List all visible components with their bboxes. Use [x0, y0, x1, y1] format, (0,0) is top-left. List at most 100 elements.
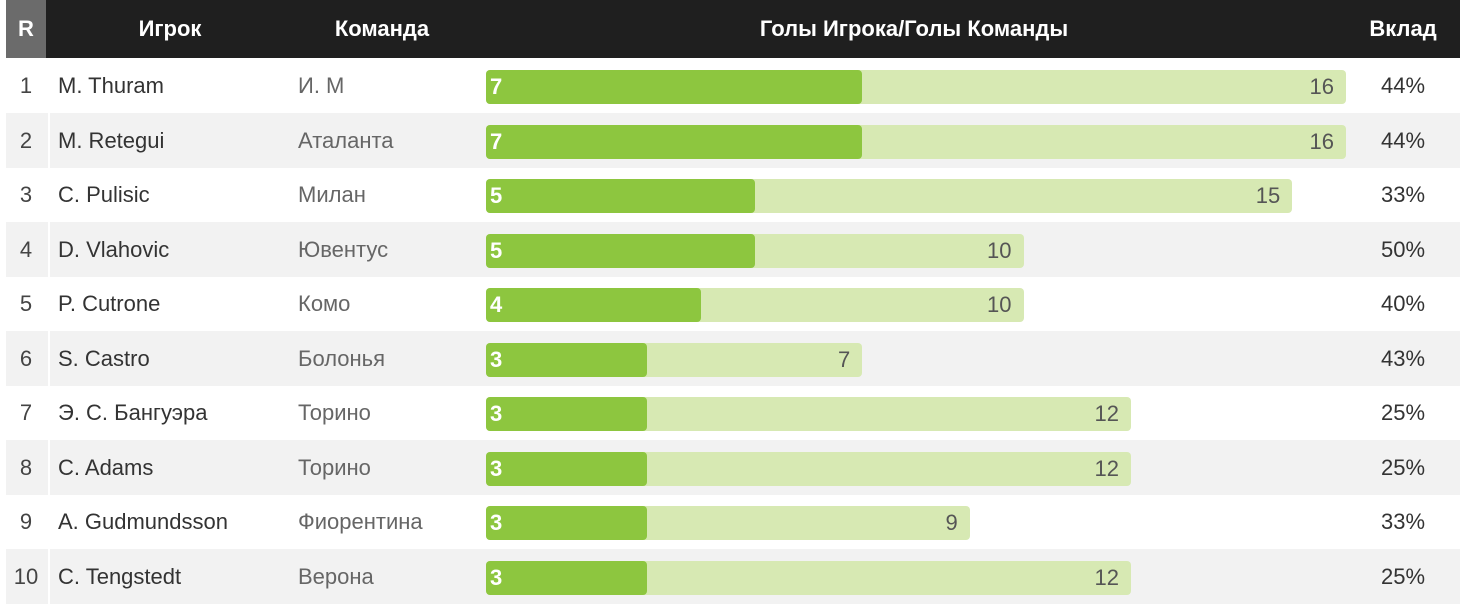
- player-goals-bar: [486, 506, 648, 540]
- player-name-cell[interactable]: M. Retegui: [58, 127, 165, 153]
- team-goals-label: 12: [1094, 564, 1119, 590]
- player-goals-label: 5: [490, 183, 503, 208]
- contribution-cell: 33%: [1380, 509, 1426, 534]
- rank-cell: 7: [19, 400, 33, 425]
- team-name-cell[interactable]: Аталанта: [298, 127, 394, 153]
- contribution-cell: 25%: [1380, 400, 1426, 425]
- table-row[interactable]: 1 M. Thuram И. М 7 16 44%: [6, 58, 1460, 113]
- goals-bar-area: 3 12: [486, 451, 1346, 486]
- player-name-cell[interactable]: C. Pulisic: [58, 182, 150, 207]
- team-name-cell[interactable]: Комо: [298, 291, 351, 316]
- contribution-column-header[interactable]: Вклад: [1369, 16, 1437, 41]
- goals-bar-area: 7 16: [486, 124, 1346, 159]
- team-goals-label: 9: [945, 510, 958, 535]
- rank-cell: 9: [19, 509, 33, 534]
- goals-bar-area: 7 16: [486, 70, 1346, 104]
- team-goals-label: 10: [987, 237, 1012, 263]
- rank-cell: 2: [19, 127, 33, 153]
- column-divider: [48, 330, 50, 386]
- player-goals-label: 3: [490, 455, 503, 481]
- rank-cell: 6: [19, 345, 33, 371]
- team-goals-label: 10: [987, 292, 1012, 317]
- player-goals-bar: [486, 179, 755, 213]
- contribution-cell: 43%: [1380, 345, 1426, 371]
- player-name-cell[interactable]: P. Cutrone: [58, 291, 161, 316]
- table-row[interactable]: 8 C. Adams Торино 3 12 25%: [6, 439, 1460, 495]
- player-goals-label: 7: [490, 128, 503, 154]
- player-goals-label: 3: [490, 401, 503, 426]
- goals-ratio-column-header[interactable]: Голы Игрока/Голы Команды: [759, 16, 1069, 41]
- player-name-cell[interactable]: M. Thuram: [58, 73, 164, 98]
- player-name-cell[interactable]: A. Gudmundsson: [58, 509, 228, 534]
- team-name-cell[interactable]: Болонья: [298, 345, 386, 371]
- player-goals-bar: [486, 288, 701, 322]
- player-name-cell[interactable]: D. Vlahovic: [58, 236, 170, 262]
- contribution-cell: 25%: [1380, 563, 1426, 589]
- goals-bar-area: 5 15: [486, 179, 1346, 213]
- rank-cell: 10: [13, 563, 39, 589]
- player-column-header[interactable]: Игрок: [138, 16, 202, 41]
- column-divider: [48, 221, 50, 277]
- player-goals-label: 5: [490, 237, 503, 263]
- table-row[interactable]: 3 C. Pulisic Милан 5 15 33%: [6, 167, 1460, 222]
- player-goals-bar: [486, 70, 863, 104]
- column-divider: [48, 439, 50, 495]
- team-name-cell[interactable]: Торино: [298, 454, 371, 480]
- table-row[interactable]: 9 A. Gudmundsson Фиорентина 3 9 33%: [6, 494, 1460, 549]
- table-row[interactable]: 10 C. Tengstedt Верона 3 12 25%: [6, 548, 1460, 604]
- team-name-cell[interactable]: И. М: [298, 73, 345, 98]
- column-divider: [48, 276, 50, 331]
- team-name-cell[interactable]: Милан: [298, 182, 366, 207]
- team-name-cell[interactable]: Торино: [298, 400, 371, 425]
- contribution-cell: 33%: [1380, 182, 1426, 207]
- player-goals-label: 3: [490, 510, 503, 535]
- team-goals-label: 7: [838, 346, 851, 372]
- team-name-cell[interactable]: Ювентус: [298, 236, 389, 262]
- column-divider: [48, 112, 50, 168]
- player-name-cell[interactable]: C. Tengstedt: [58, 563, 182, 589]
- player-goals-bar: [486, 342, 648, 377]
- table-row[interactable]: 6 S. Castro Болонья 3 7 43%: [6, 330, 1460, 386]
- team-goals-label: 16: [1309, 128, 1334, 154]
- rank-cell: 4: [19, 236, 33, 262]
- column-divider: [48, 494, 50, 549]
- table-header: R Игрок Команда Голы Игрока/Голы Команды…: [6, 0, 1460, 58]
- table-row[interactable]: 4 D. Vlahovic Ювентус 5 10 50%: [6, 221, 1460, 277]
- player-goals-bar: [486, 560, 648, 595]
- rank-cell: 3: [19, 182, 33, 207]
- contribution-cell: 44%: [1380, 73, 1426, 98]
- rank-cell: 5: [19, 291, 33, 316]
- table-row[interactable]: 2 M. Retegui Аталанта 7 16 44%: [6, 112, 1460, 168]
- rank-column-header[interactable]: R: [6, 0, 46, 58]
- goals-bar-area: 3 12: [486, 397, 1346, 431]
- player-goals-label: 7: [490, 74, 503, 99]
- player-goals-label: 3: [490, 564, 503, 590]
- player-goals-bar: [486, 451, 648, 486]
- player-goals-bar: [486, 233, 755, 268]
- contribution-cell: 40%: [1380, 291, 1426, 316]
- table-row[interactable]: 5 P. Cutrone Комо 4 10 40%: [6, 276, 1460, 331]
- player-goals-bar: [486, 397, 648, 431]
- team-column-header[interactable]: Команда: [334, 16, 430, 41]
- team-goals-label: 16: [1309, 74, 1334, 99]
- table-row[interactable]: 7 Э. С. Бангуэра Торино 3 12 25%: [6, 385, 1460, 440]
- team-name-cell[interactable]: Верона: [298, 563, 374, 589]
- player-goals-label: 4: [490, 292, 503, 317]
- contribution-cell: 44%: [1380, 127, 1426, 153]
- player-name-cell[interactable]: S. Castro: [58, 345, 150, 371]
- team-goals-label: 12: [1094, 401, 1119, 426]
- contribution-cell: 50%: [1380, 236, 1426, 262]
- player-name-cell[interactable]: Э. С. Бангуэра: [58, 400, 208, 425]
- player-name-cell[interactable]: C. Adams: [58, 454, 154, 480]
- team-goals-label: 15: [1255, 183, 1281, 208]
- goals-bar-area: 5 10: [486, 233, 1346, 268]
- team-name-cell[interactable]: Фиорентина: [298, 509, 423, 534]
- rank-cell: 8: [19, 454, 33, 480]
- column-divider: [48, 548, 50, 604]
- player-goals-bar: [486, 124, 863, 159]
- team-goals-label: 12: [1094, 455, 1119, 481]
- goals-bar-area: 3 12: [486, 560, 1346, 595]
- contribution-cell: 25%: [1380, 454, 1426, 480]
- column-divider: [48, 385, 50, 440]
